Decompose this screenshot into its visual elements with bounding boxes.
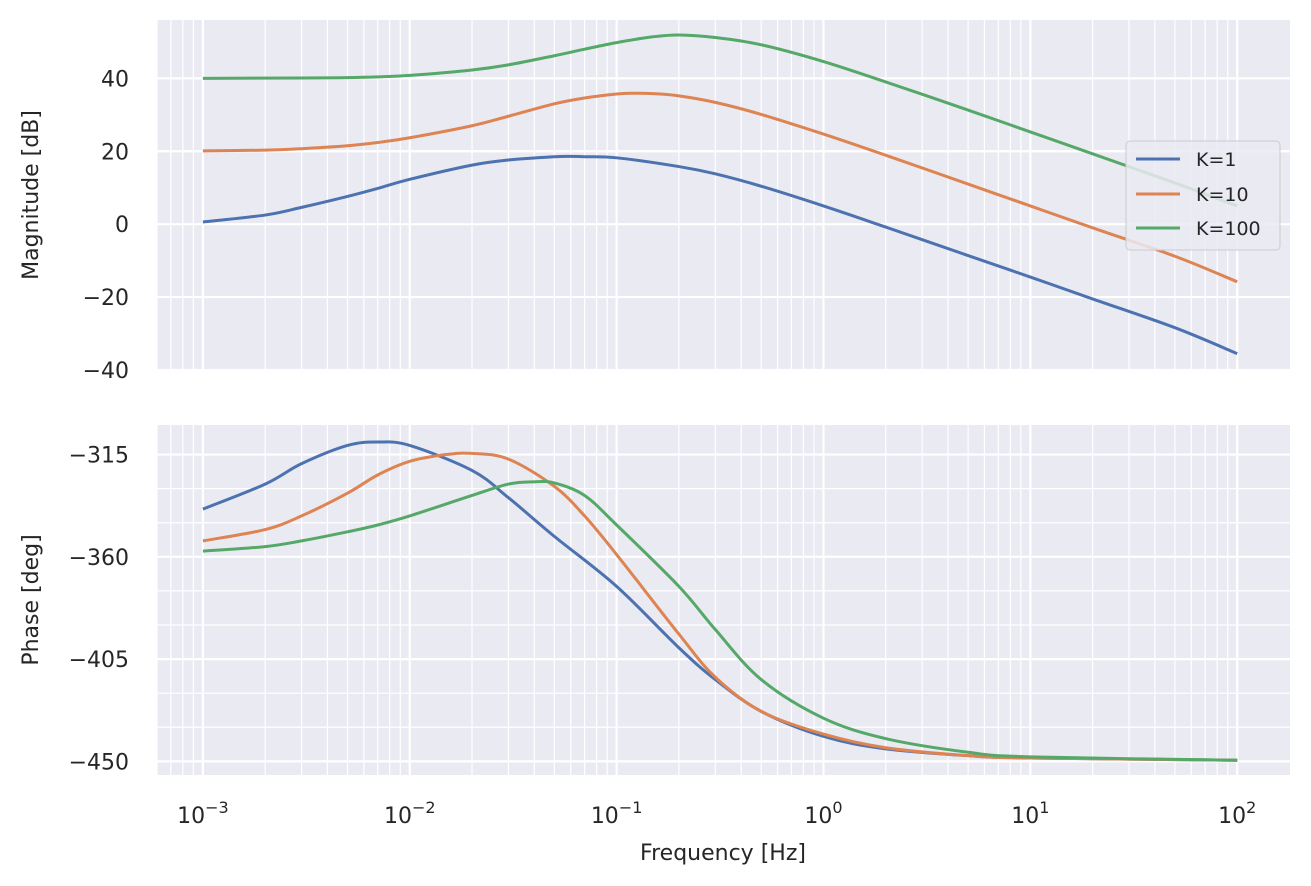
phase-y-tick-label: −315	[69, 444, 129, 469]
phase-y-tick-label: −450	[69, 750, 129, 775]
phase-series-lines	[202, 440, 1238, 762]
phase-y-tick-label: −360	[69, 546, 129, 571]
phase-plot-area	[157, 425, 1290, 775]
magnitude-y-tick-label: −20	[83, 286, 129, 311]
phase-series-k10	[202, 451, 1238, 762]
x-tick-label: 100	[804, 798, 842, 829]
magnitude-y-tick-label: 0	[115, 213, 129, 238]
phase-x-tick-labels: 10−3 10−2 10−1 100 101 102	[177, 798, 1256, 829]
phase-panel: −315 −360 −405 −450 10−3 10−2 10−1 100 101 102 P…	[19, 425, 1290, 866]
legend-box	[1125, 140, 1281, 251]
legend-label-k1: K=1	[1196, 149, 1236, 171]
phase-series-k100	[202, 479, 1238, 762]
phase-y-axis-label: Phase [deg]	[19, 534, 44, 665]
x-tick-label: 10−1	[591, 798, 643, 829]
x-tick-label: 10−3	[177, 798, 229, 829]
phase-y-tick-label: −405	[69, 648, 129, 673]
magnitude-series-lines	[202, 33, 1238, 355]
magnitude-series-k100	[202, 33, 1238, 208]
x-tick-label: 102	[1218, 798, 1256, 829]
magnitude-y-tick-label: 40	[101, 67, 129, 92]
magnitude-y-tick-labels: 40 20 0 −20 −40	[83, 67, 129, 384]
legend-label-k100: K=100	[1196, 218, 1261, 240]
x-axis-label: Frequency [Hz]	[640, 841, 806, 866]
x-tick-label: 101	[1011, 798, 1049, 829]
magnitude-y-tick-label: −40	[83, 359, 129, 384]
phase-y-tick-labels: −315 −360 −405 −450	[69, 444, 129, 776]
legend-label-k10: K=10	[1196, 184, 1249, 206]
magnitude-series-k10	[202, 91, 1238, 284]
magnitude-y-axis-label: Magnitude [dB]	[19, 110, 44, 280]
phase-grid	[156, 425, 1290, 775]
magnitude-series-k1	[202, 154, 1238, 355]
x-tick-label: 10−2	[384, 798, 436, 829]
legend: K=1 K=10 K=100	[1125, 140, 1281, 251]
magnitude-panel: 40 20 0 −20 −40 Magnitude [dB] K=1 K=10 K=10…	[19, 20, 1290, 384]
magnitude-y-tick-label: 20	[101, 140, 129, 165]
